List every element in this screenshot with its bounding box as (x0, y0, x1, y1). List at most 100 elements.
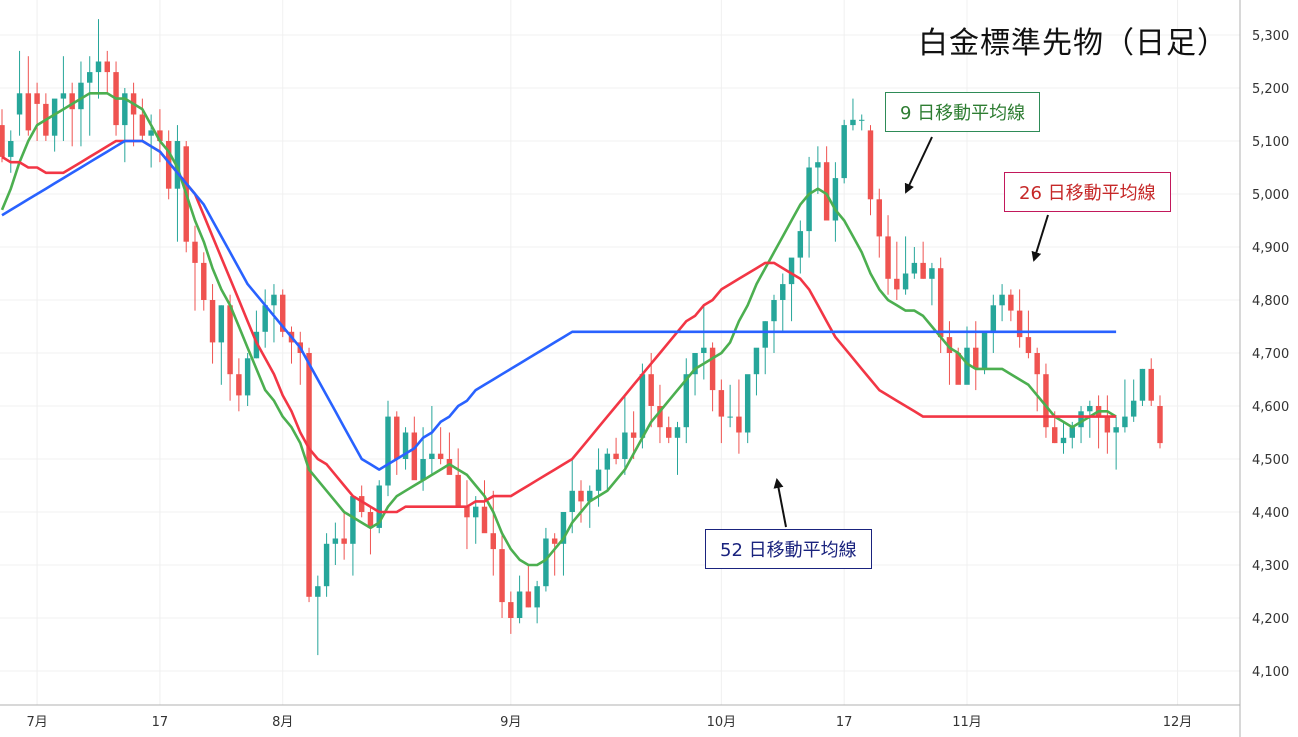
candle-body (376, 485, 382, 528)
candle-body (341, 538, 347, 544)
x-tick-label: 12月 (1163, 715, 1193, 730)
candle-body (771, 300, 777, 322)
candle-body (473, 506, 479, 518)
candle-body (1052, 427, 1058, 444)
candle-body (990, 305, 997, 332)
candle-body (323, 543, 330, 587)
y-tick-label: 4,500 (1252, 453, 1289, 468)
y-tick-label: 4,200 (1252, 612, 1289, 627)
y-tick-label: 4,700 (1252, 347, 1289, 362)
candle-body (1087, 406, 1093, 412)
candle-body (51, 98, 58, 136)
candle-body (508, 602, 514, 618)
candle-body (367, 512, 374, 528)
candle-body (595, 469, 602, 491)
candle-body (1157, 406, 1163, 444)
candles (0, 19, 1163, 656)
x-tick-label: 8月 (272, 715, 293, 730)
y-tick-label: 4,900 (1252, 241, 1289, 256)
candle-body (788, 257, 795, 285)
x-tick-label: 7月 (26, 715, 47, 730)
candle-body (1122, 416, 1128, 428)
candle-body (429, 453, 435, 459)
candle-body (350, 496, 356, 544)
candle-body (78, 82, 84, 110)
candle-body (753, 347, 760, 375)
candle-body (236, 374, 242, 396)
y-tick-label: 5,300 (1252, 29, 1289, 44)
candle-body (859, 119, 865, 121)
candle-body (1043, 374, 1049, 428)
candle-body (569, 490, 575, 512)
y-tick-label: 5,100 (1252, 135, 1289, 150)
candle-body (806, 167, 812, 232)
candle-body (639, 374, 646, 438)
candle-body (95, 61, 102, 73)
candle-body (69, 93, 75, 110)
grid (0, 0, 1240, 705)
candle-body (674, 427, 681, 438)
candle-body (209, 300, 216, 343)
candle-body (850, 119, 856, 126)
candle-body (1130, 400, 1137, 417)
ma52-label: 52 日移動平均線 (705, 529, 872, 569)
candle-body (8, 141, 14, 157)
candle-body (262, 305, 268, 332)
candle-body (823, 162, 830, 221)
candle-body (516, 591, 523, 618)
x-tick-label: 11月 (952, 715, 982, 730)
candle-body (841, 125, 847, 179)
x-tick-label: 17 (836, 715, 853, 730)
candle-body (280, 294, 286, 332)
candle-body (867, 130, 874, 200)
candle-body (780, 284, 786, 300)
candle-body (701, 347, 707, 353)
candle-body (1113, 427, 1119, 433)
candle-body (525, 591, 532, 608)
candle-body (122, 93, 128, 126)
candle-body (446, 459, 453, 475)
candle-body (718, 390, 725, 417)
candle-body (1060, 437, 1067, 444)
candle-body (622, 432, 628, 459)
candle-body (315, 586, 321, 597)
candle-body (499, 549, 505, 603)
candle-body (666, 427, 672, 438)
candle-body (271, 294, 277, 306)
candle-body (604, 453, 611, 470)
candle-body (1016, 310, 1023, 338)
candle-body (1069, 427, 1075, 438)
candle-body (139, 114, 146, 136)
moving-average-lines (0, 92, 1117, 567)
candle-body (1104, 416, 1111, 433)
candle-body (437, 453, 444, 459)
candle-body (692, 353, 698, 375)
candle-body (885, 236, 891, 279)
y-tick-label: 4,800 (1252, 294, 1289, 309)
candle-body (955, 353, 961, 385)
candle-body (727, 416, 733, 418)
ma9-line (0, 92, 1117, 567)
candle-body (25, 93, 32, 131)
candle-body (578, 490, 584, 502)
candle-body (192, 241, 198, 263)
candle-body (815, 162, 821, 168)
candle-body (1034, 353, 1040, 375)
candle-body (1025, 337, 1032, 353)
x-tick-label: 9月 (500, 715, 521, 730)
candle-body (911, 262, 918, 274)
candle-body (981, 331, 988, 369)
candle-body (455, 474, 461, 507)
candle-body (385, 416, 391, 486)
candle-body (16, 93, 23, 115)
candle-body (551, 538, 558, 544)
candle-body (104, 61, 110, 73)
candle-body (543, 538, 549, 587)
candle-body (165, 141, 172, 189)
ma52-line (1, 139, 1117, 471)
candle-body (157, 130, 163, 141)
candle-body (227, 305, 233, 375)
candle-body (683, 374, 689, 428)
candle-body (832, 178, 839, 221)
